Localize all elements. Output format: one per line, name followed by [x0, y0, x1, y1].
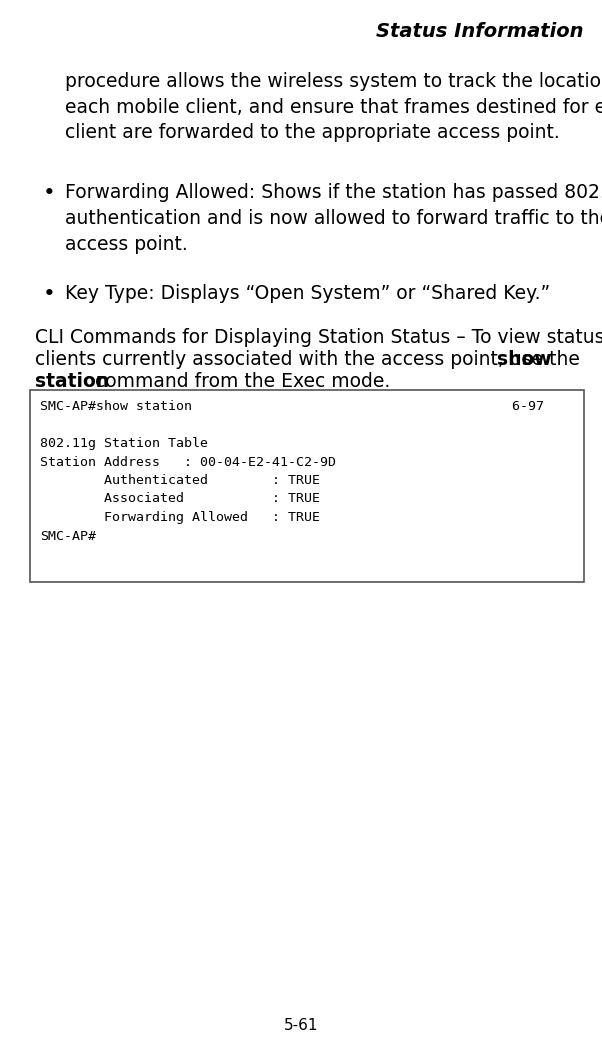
Text: Station Address   : 00-04-E2-41-C2-9D: Station Address : 00-04-E2-41-C2-9D [40, 455, 336, 468]
Text: 802.11g Station Table: 802.11g Station Table [40, 437, 208, 450]
Text: Forwarding Allowed   : TRUE: Forwarding Allowed : TRUE [40, 511, 320, 524]
Text: Forwarding Allowed: Shows if the station has passed 802.1x
authentication and is: Forwarding Allowed: Shows if the station… [65, 183, 602, 253]
Bar [30, 389, 584, 582]
Text: Authenticated        : TRUE: Authenticated : TRUE [40, 474, 320, 487]
Text: clients currently associated with the access point, use the: clients currently associated with the ac… [35, 350, 586, 369]
Text: •: • [43, 284, 56, 304]
Text: command from the Exec mode.: command from the Exec mode. [89, 372, 390, 391]
Text: show: show [497, 350, 551, 369]
Text: •: • [43, 183, 56, 203]
Text: procedure allows the wireless system to track the location of
each mobile client: procedure allows the wireless system to … [65, 72, 602, 142]
Text: station: station [35, 372, 109, 391]
Text: Key Type: Displays “Open System” or “Shared Key.”: Key Type: Displays “Open System” or “Sha… [65, 284, 550, 303]
Text: Status Information: Status Information [376, 22, 584, 41]
Text: CLI Commands for Displaying Station Status – To view status of: CLI Commands for Displaying Station Stat… [35, 328, 602, 347]
Text: Associated           : TRUE: Associated : TRUE [40, 492, 320, 506]
Text: SMC-AP#show station                                        6-97: SMC-AP#show station 6-97 [40, 400, 544, 413]
Text: SMC-AP#: SMC-AP# [40, 530, 96, 542]
Text: 5-61: 5-61 [284, 1018, 318, 1033]
